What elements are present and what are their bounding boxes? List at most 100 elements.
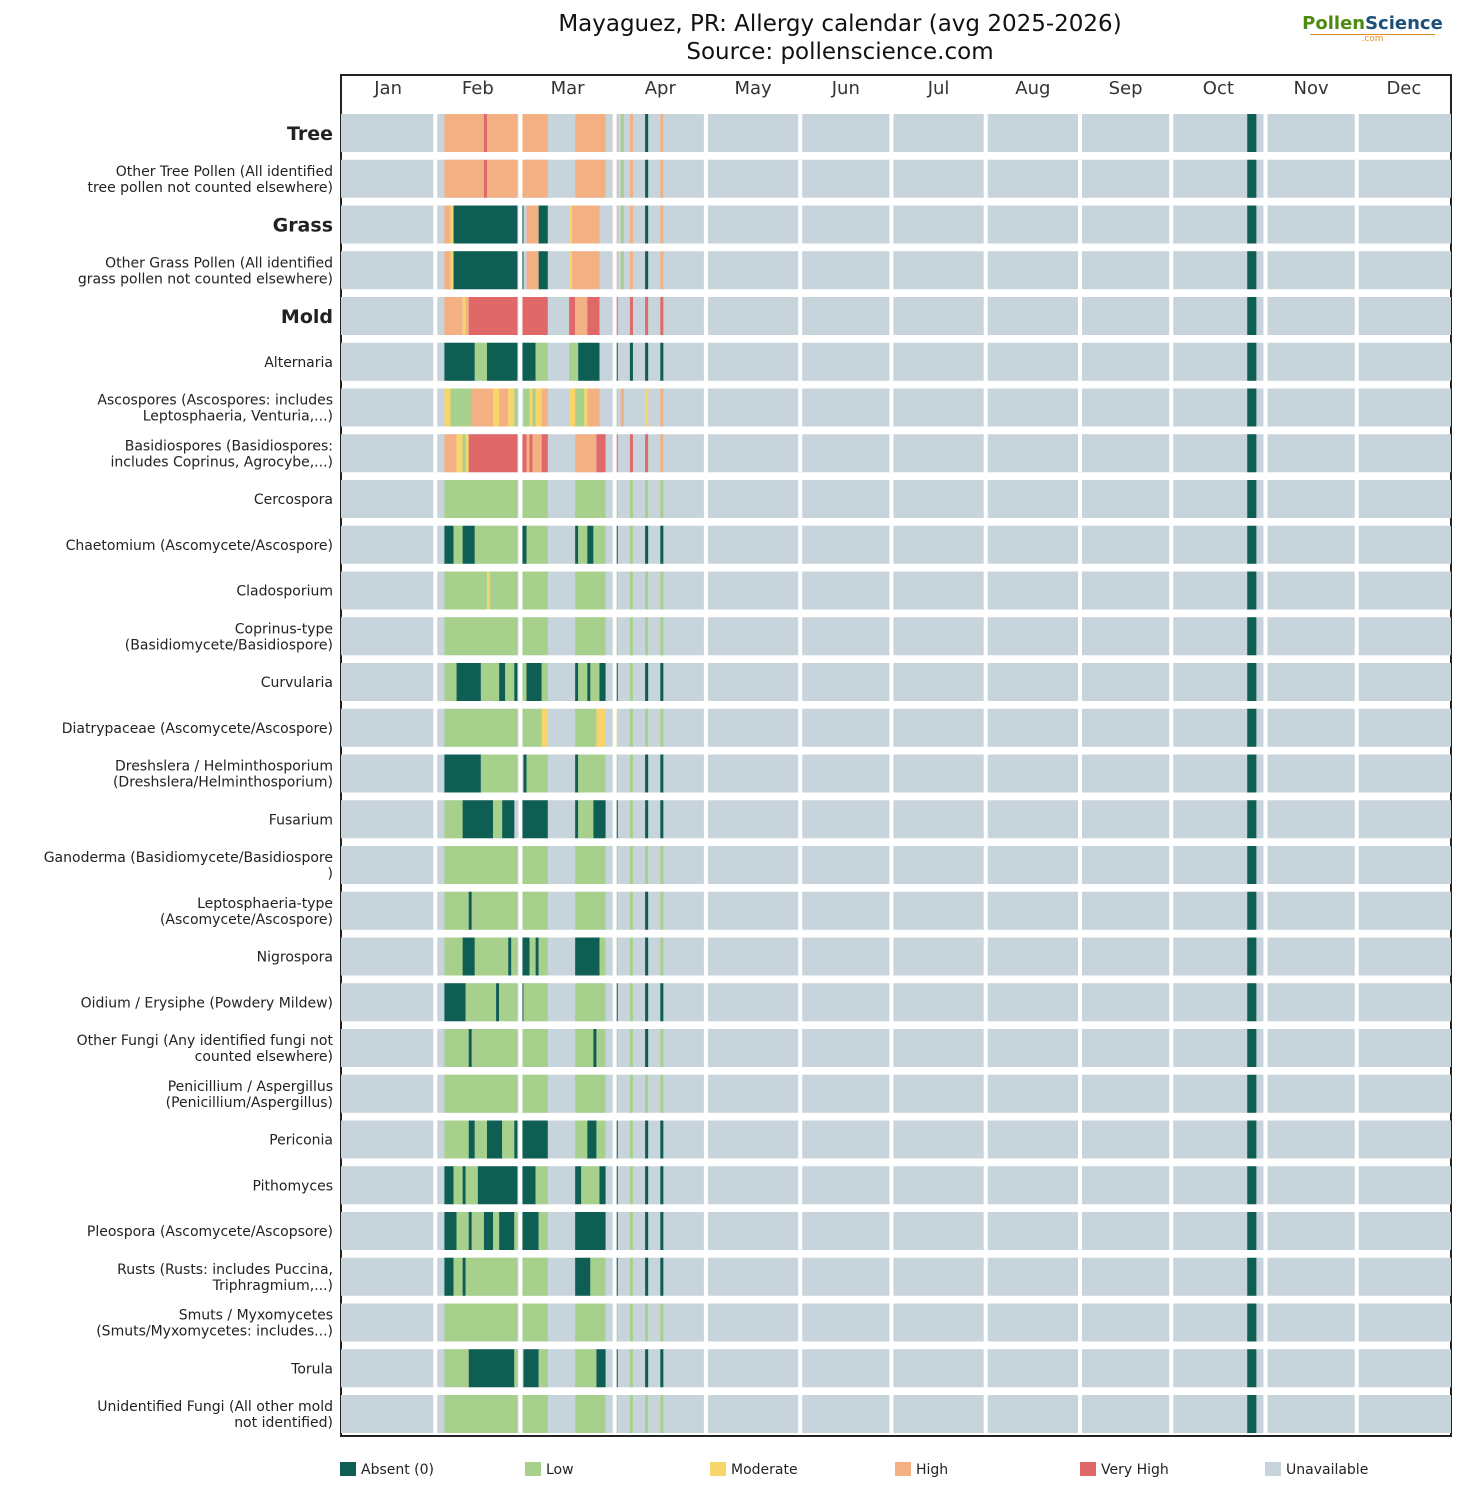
level-cell bbox=[520, 1029, 548, 1067]
level-cell bbox=[1247, 114, 1257, 152]
level-cell bbox=[578, 342, 600, 381]
level-cell bbox=[660, 1212, 664, 1250]
level-cell bbox=[629, 754, 633, 793]
level-cell bbox=[578, 754, 606, 793]
heatmap-row: Mold bbox=[281, 297, 1451, 335]
level-cell bbox=[575, 1257, 591, 1296]
level-cell bbox=[483, 1212, 494, 1250]
heatmap-row: Cladosporium bbox=[236, 571, 1451, 610]
logo-part-2: Science bbox=[1365, 13, 1443, 34]
row-label: Rusts (Rusts: includes Puccina, bbox=[117, 1262, 333, 1278]
level-cell bbox=[645, 754, 649, 793]
row-label: ) bbox=[328, 866, 333, 882]
level-cell bbox=[468, 891, 472, 930]
level-cell bbox=[660, 159, 664, 198]
level-cell bbox=[1247, 937, 1257, 976]
level-cell bbox=[645, 1166, 649, 1205]
level-cell bbox=[1247, 800, 1257, 839]
legend-label: Absent (0) bbox=[361, 1462, 435, 1478]
level-cell bbox=[578, 525, 588, 564]
legend-label: Low bbox=[546, 1462, 574, 1478]
level-cell bbox=[444, 663, 457, 701]
month-label-jun: Jun bbox=[831, 78, 860, 99]
level-cell bbox=[629, 571, 633, 610]
level-cell bbox=[620, 159, 624, 198]
level-cell bbox=[645, 891, 649, 930]
row-label: Triphragmium,...) bbox=[212, 1278, 333, 1294]
level-cell bbox=[520, 1395, 548, 1433]
level-cell bbox=[444, 800, 463, 839]
level-cell bbox=[471, 388, 494, 427]
level-cell bbox=[575, 434, 597, 473]
legend-item: Absent (0) bbox=[340, 1461, 434, 1481]
level-cell bbox=[444, 1395, 518, 1433]
level-cell bbox=[645, 114, 649, 152]
level-cell bbox=[629, 708, 633, 747]
level-cell bbox=[520, 525, 527, 564]
level-cell bbox=[520, 937, 530, 976]
level-cell bbox=[629, 663, 633, 701]
level-cell bbox=[660, 1029, 664, 1067]
level-cell bbox=[660, 571, 664, 610]
level-cell bbox=[593, 1029, 597, 1067]
level-cell bbox=[1247, 1212, 1257, 1250]
level-cell bbox=[575, 1303, 606, 1342]
level-cell bbox=[514, 1120, 518, 1159]
level-cell bbox=[483, 159, 487, 198]
level-cell bbox=[660, 480, 664, 518]
level-cell bbox=[629, 800, 633, 839]
level-cell bbox=[468, 434, 518, 473]
level-cell bbox=[629, 846, 633, 884]
level-cell bbox=[529, 388, 533, 427]
level-cell bbox=[569, 251, 573, 290]
level-cell bbox=[520, 434, 527, 473]
level-cell bbox=[444, 1303, 518, 1342]
level-cell bbox=[538, 205, 548, 244]
level-cell bbox=[538, 937, 548, 976]
heatmap-row: Torula bbox=[290, 1349, 1451, 1388]
level-cell bbox=[523, 983, 548, 1022]
level-cell bbox=[629, 205, 633, 244]
level-cell bbox=[660, 342, 664, 381]
heatmap-row: Diatrypaceae (Ascomycete/Ascospore) bbox=[62, 708, 1451, 747]
row-label: Fusarium bbox=[269, 812, 333, 828]
level-cell bbox=[1247, 891, 1257, 930]
level-cell bbox=[660, 205, 664, 244]
level-cell bbox=[486, 1120, 503, 1159]
level-cell bbox=[660, 891, 664, 930]
level-cell bbox=[450, 388, 472, 427]
level-cell bbox=[575, 891, 606, 930]
level-cell bbox=[535, 937, 539, 976]
level-cell bbox=[1247, 342, 1257, 381]
legend-swatch bbox=[710, 1462, 726, 1476]
heatmap-row: Tree bbox=[287, 114, 1451, 152]
row-label: includes Coprinus, Agrocybe,...) bbox=[110, 454, 333, 470]
level-cell bbox=[1247, 1349, 1257, 1388]
level-cell bbox=[499, 388, 509, 427]
level-cell bbox=[581, 800, 594, 839]
legend-swatch bbox=[1265, 1462, 1281, 1476]
level-cell bbox=[581, 1166, 600, 1205]
level-cell bbox=[520, 114, 548, 152]
level-cell bbox=[526, 205, 539, 244]
level-cell bbox=[468, 297, 518, 335]
level-cell bbox=[520, 159, 548, 198]
level-cell bbox=[575, 114, 606, 152]
level-cell bbox=[575, 846, 606, 884]
level-cell bbox=[505, 663, 515, 701]
level-cell bbox=[590, 1257, 606, 1296]
row-label: Diatrypaceae (Ascomycete/Ascospore) bbox=[62, 721, 333, 737]
level-cell bbox=[520, 1074, 548, 1113]
level-cell bbox=[645, 1257, 649, 1296]
heatmap-row: Basidiospores (Basidiospores:includes Co… bbox=[110, 434, 1451, 473]
level-cell bbox=[535, 342, 548, 381]
level-cell bbox=[587, 525, 594, 564]
level-cell bbox=[596, 708, 606, 747]
level-cell bbox=[593, 800, 606, 839]
level-cell bbox=[514, 663, 518, 701]
level-cell bbox=[629, 983, 633, 1022]
level-cell bbox=[520, 663, 527, 701]
row-label: not identified) bbox=[234, 1415, 333, 1431]
level-cell bbox=[541, 434, 548, 473]
